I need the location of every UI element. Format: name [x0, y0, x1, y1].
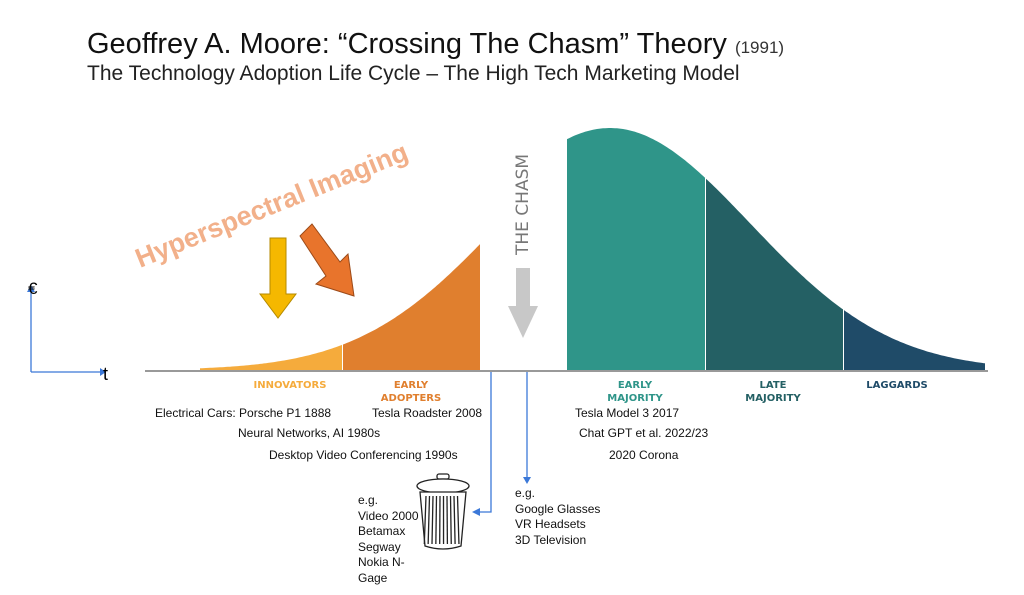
example-chatgpt: Chat GPT et al. 2022/23	[579, 426, 709, 440]
example-tesla-roadster: Tesla Roadster 2008	[372, 406, 483, 420]
curve-group	[200, 128, 985, 370]
failed-products-list: e.g. Video 2000 Betamax Segway Nokia N-G…	[358, 493, 428, 595]
example-porsche: Electrical Cars: Porsche P1 1888	[155, 406, 332, 420]
list-item: VR Headsets	[515, 517, 586, 531]
y-axis-label: €	[28, 279, 38, 298]
example-neural-networks: Neural Networks, AI 1980s	[238, 426, 381, 440]
chasm-label: THE CHASM	[513, 154, 533, 256]
segment-label-innovators: INNOVATORS	[245, 379, 335, 392]
trash-can-icon	[416, 473, 470, 550]
segment-label-line: EARLY	[393, 380, 429, 391]
list-item: e.g.	[358, 493, 379, 507]
segment-label-line: MAJORITY	[745, 393, 801, 404]
page-subtitle: The Technology Adoption Life Cycle – The…	[87, 62, 740, 85]
example-corona: 2020 Corona	[609, 448, 679, 462]
segment-label-line: LAGGARDS	[866, 380, 928, 391]
segment-label-late-majority: LATE MAJORITY	[728, 379, 818, 405]
segment-label-early-adopters: EARLY ADOPTERS	[366, 379, 456, 405]
segment-late-majority	[706, 178, 843, 370]
example-video-conferencing: Desktop Video Conferencing 1990s	[269, 448, 458, 462]
trash-rib	[431, 495, 434, 545]
segment-laggards	[844, 310, 985, 370]
list-item: 3D Television	[515, 532, 587, 547]
orange-arrow-icon	[299, 223, 355, 297]
example-tesla-model3: Tesla Model 3 2017	[575, 406, 680, 420]
trash-rib	[427, 495, 431, 545]
chasm-arrow-shaft	[516, 268, 530, 308]
x-axis-arrowhead	[100, 368, 106, 376]
segment-label-laggards: LAGGARDS	[852, 379, 942, 392]
failed-pointer-arrowhead	[472, 508, 480, 516]
yellow-arrow-icon	[259, 237, 297, 319]
title-year: (1991)	[734, 38, 785, 57]
page-title: Geoffrey A. Moore: “Crossing The Chasm” …	[87, 28, 784, 61]
trash-rib	[423, 495, 427, 545]
segment-label-line: INNOVATORS	[253, 380, 327, 391]
segment-label-line: MAJORITY	[607, 393, 663, 404]
segment-innovators	[200, 344, 342, 370]
trash-rib	[456, 495, 460, 545]
y-axis-arrowhead	[27, 285, 35, 292]
stuck-pointer-arrowhead	[523, 477, 531, 484]
chasm-arrow-icon	[508, 306, 538, 338]
list-item: Google Glasses	[515, 501, 601, 516]
segment-label-early-majority: EARLY MAJORITY	[590, 379, 680, 405]
segment-label-line: EARLY	[617, 380, 653, 391]
failed-pointer-line	[478, 372, 492, 513]
segment-early-adopters	[343, 244, 480, 370]
trash-rib	[449, 495, 452, 545]
list-item: Nokia N-Gage	[358, 555, 405, 585]
segment-early-majority	[567, 128, 705, 370]
x-axis-label: t	[103, 364, 109, 384]
trash-rib	[435, 495, 438, 545]
list-item: Betamax	[358, 524, 406, 538]
segment-label-line: LATE	[759, 380, 787, 391]
list-item: Segway	[358, 539, 401, 554]
list-item: Video 2000	[358, 508, 419, 523]
list-item: ……………	[358, 589, 398, 595]
trash-rib	[453, 495, 456, 545]
stuck-products-list: e.g. Google Glasses VR Headsets 3D Telev…	[515, 486, 625, 548]
segment-label-line: ADOPTERS	[380, 393, 442, 404]
title-text: Geoffrey A. Moore: “Crossing The Chasm” …	[87, 28, 727, 60]
list-item: e.g.	[515, 486, 536, 500]
